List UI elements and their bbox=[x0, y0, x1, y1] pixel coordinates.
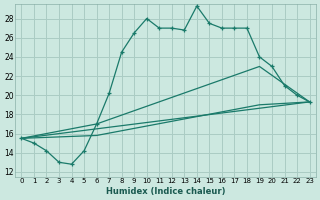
X-axis label: Humidex (Indice chaleur): Humidex (Indice chaleur) bbox=[106, 187, 225, 196]
